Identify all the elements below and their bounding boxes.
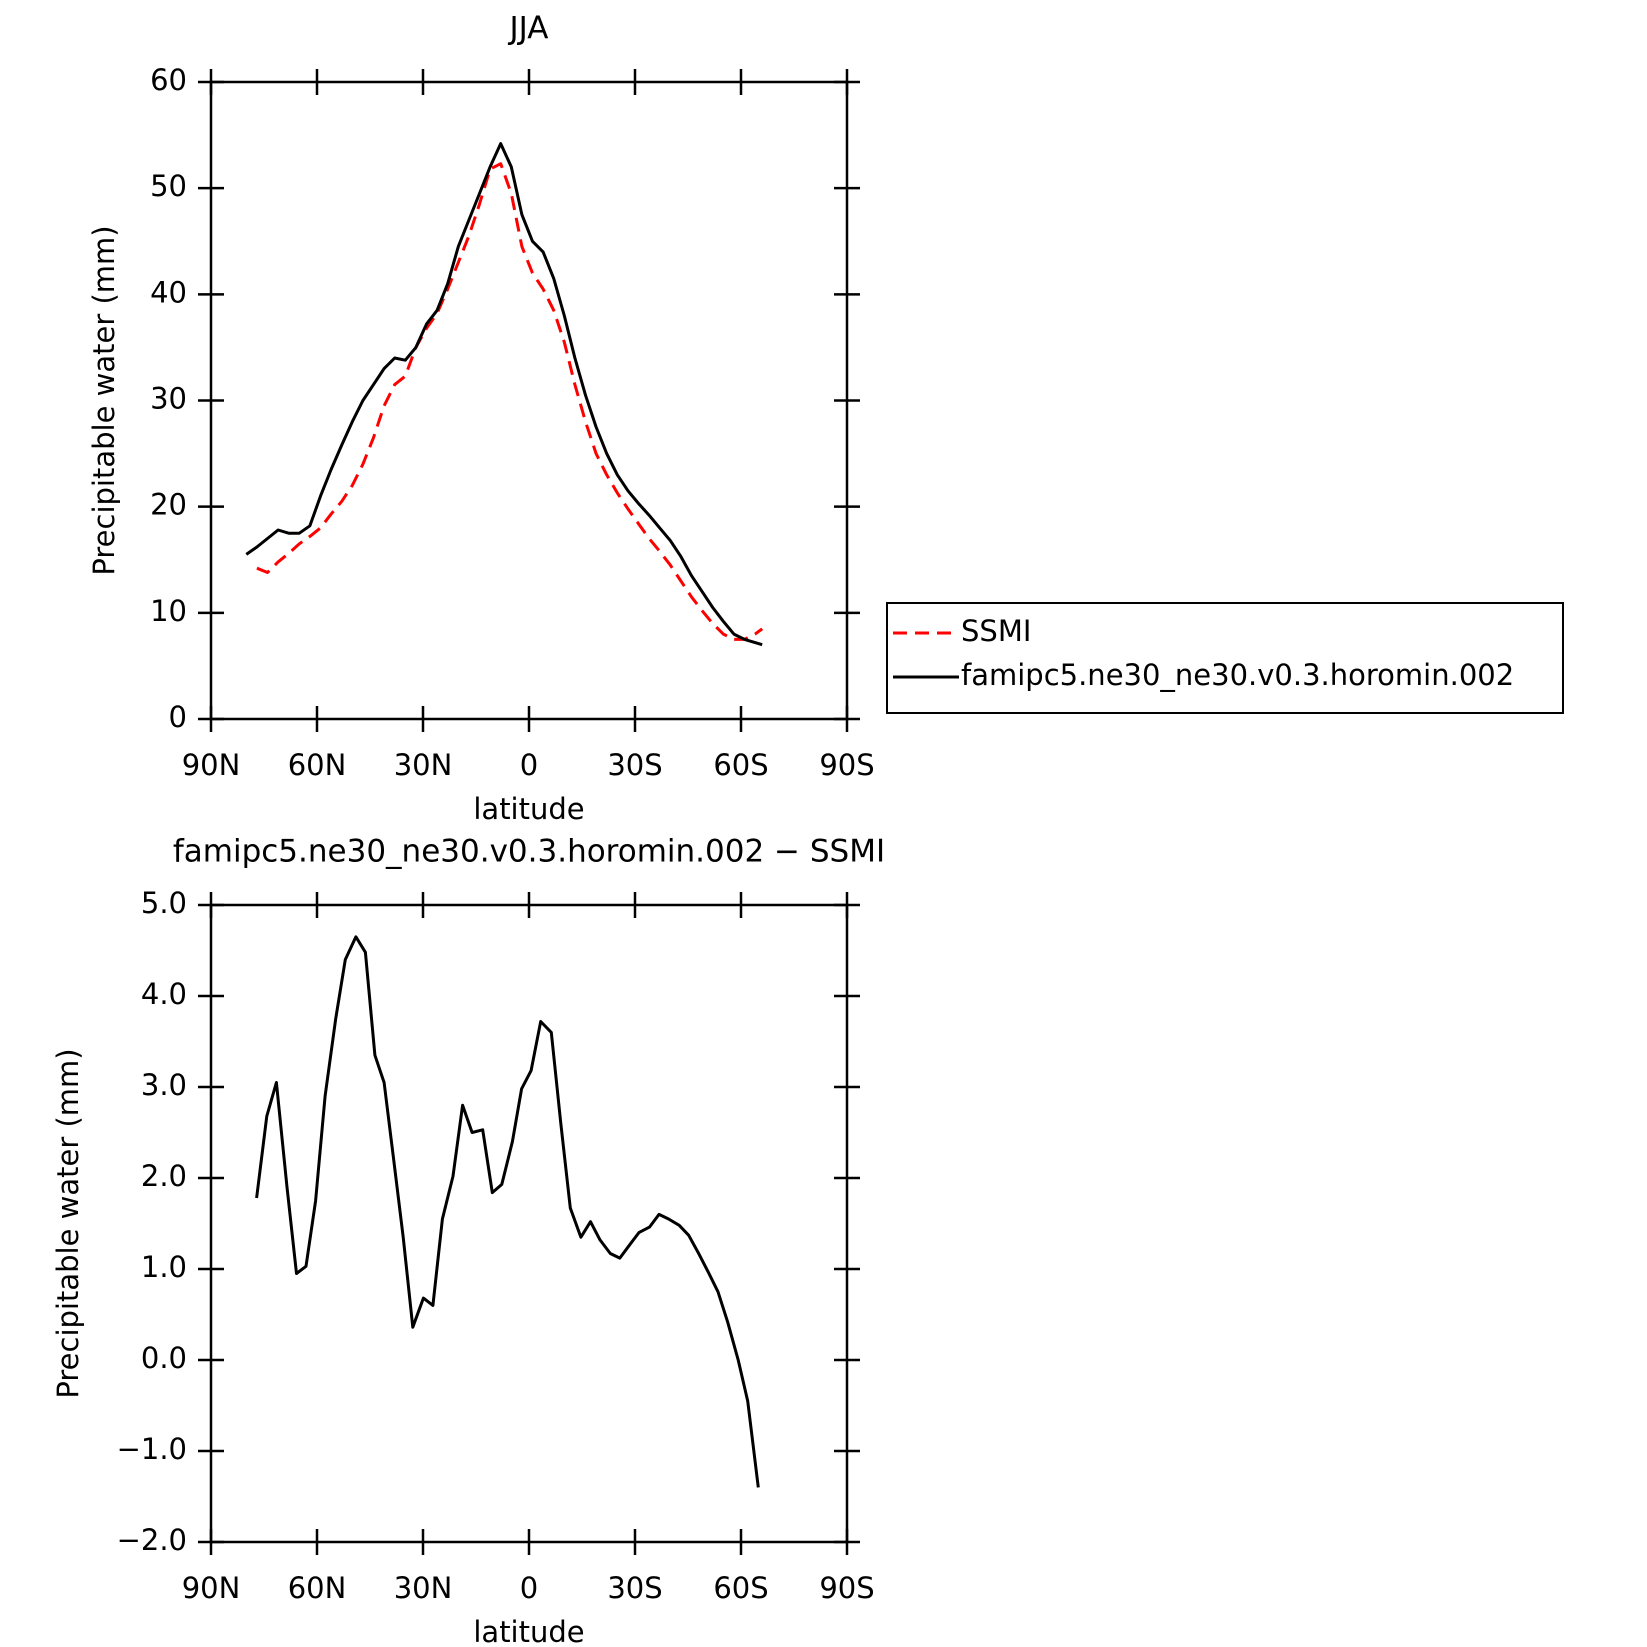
y-tick-label: 0.0 <box>141 1341 187 1375</box>
legend-label: famipc5.ne30_ne30.v0.3.horomin.002 <box>961 658 1514 692</box>
plot-frame <box>209 80 849 721</box>
y-tick-label: 50 <box>150 169 187 203</box>
x-tick-label: 60S <box>713 1571 768 1605</box>
legend-box <box>886 602 1564 714</box>
x-tick-label: 90S <box>819 748 874 782</box>
x-tick-label: 60N <box>288 748 347 782</box>
x-tick-label: 30N <box>394 1571 453 1605</box>
y-axis-label: Precipitable water (mm) <box>51 1048 85 1398</box>
y-tick-label: 0 <box>169 700 187 734</box>
x-tick-label: 90N <box>182 1571 241 1605</box>
plot-frame <box>209 903 849 1544</box>
x-tick-label: 60S <box>713 748 768 782</box>
y-tick-label: 40 <box>150 275 187 309</box>
y-tick-label: −2.0 <box>117 1523 187 1557</box>
y-tick-label: 10 <box>150 594 187 628</box>
y-tick-label: 60 <box>150 63 187 97</box>
y-tick-label: 1.0 <box>141 1250 187 1284</box>
x-tick-label: 30S <box>607 1571 662 1605</box>
x-tick-label: 0 <box>520 748 538 782</box>
y-tick-label: 20 <box>150 488 187 522</box>
chart-title: JJA <box>508 11 549 47</box>
x-tick-label: 90S <box>819 1571 874 1605</box>
data-line <box>255 935 760 1488</box>
data-line <box>256 162 764 641</box>
x-axis-label: latitude <box>473 792 584 826</box>
y-tick-label: 3.0 <box>141 1068 187 1102</box>
y-tick-label: 30 <box>150 382 187 416</box>
y-tick-label: −1.0 <box>117 1432 187 1466</box>
y-tick-label: 4.0 <box>141 977 187 1011</box>
x-tick-label: 0 <box>520 1571 538 1605</box>
y-tick-label: 5.0 <box>141 886 187 920</box>
x-axis-label: latitude <box>473 1615 584 1647</box>
y-tick-label: 2.0 <box>141 1159 187 1193</box>
x-tick-label: 30N <box>394 748 453 782</box>
x-tick-label: 60N <box>288 1571 347 1605</box>
data-line <box>245 142 763 647</box>
legend-label: SSMI <box>961 614 1031 648</box>
y-axis-label: Precipitable water (mm) <box>87 225 121 575</box>
x-tick-label: 30S <box>607 748 662 782</box>
x-tick-label: 90N <box>182 748 241 782</box>
chart-title: famipc5.ne30_ne30.v0.3.horomin.002 − SSM… <box>173 834 885 870</box>
